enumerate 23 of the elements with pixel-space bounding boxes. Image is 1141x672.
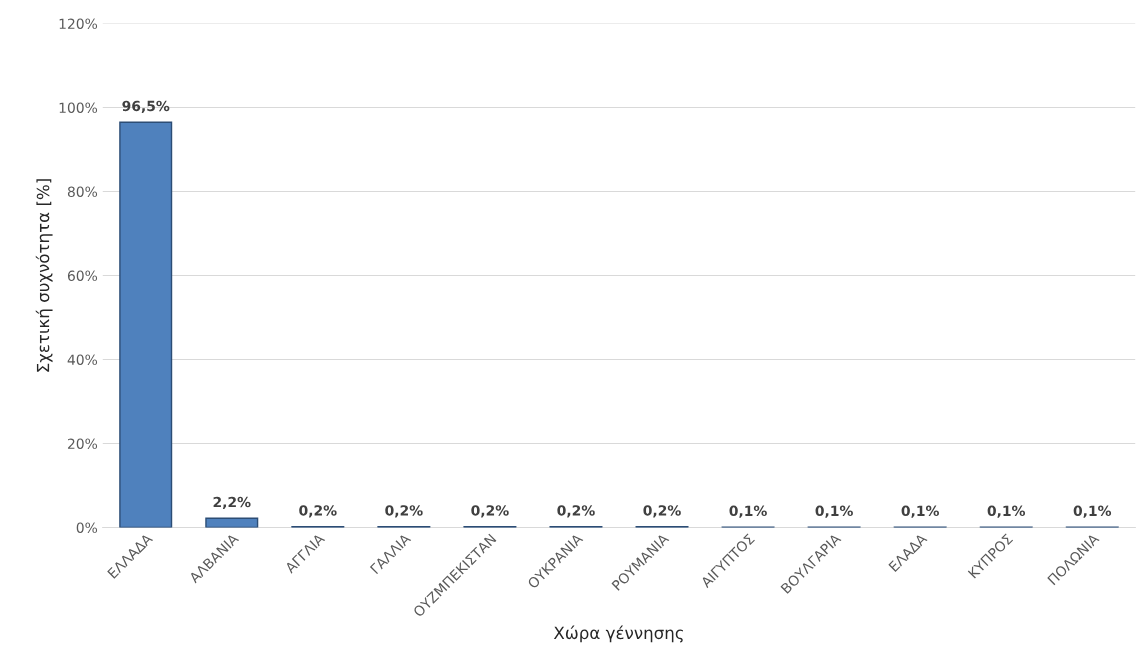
x-axis-title: Χώρα γέννησης — [553, 625, 683, 643]
bar — [119, 121, 173, 528]
data-label: 2,2% — [213, 496, 251, 510]
y-tick-label: 60% — [67, 270, 98, 281]
bar — [205, 517, 259, 528]
data-label: 0,1% — [987, 505, 1026, 518]
data-label: 0,2% — [643, 505, 681, 518]
data-label: 0,1% — [815, 505, 853, 518]
data-label: 0,1% — [729, 505, 767, 518]
y-tick-label: 100% — [59, 102, 98, 113]
data-label: 0,2% — [471, 505, 509, 518]
y-tick-label: 80% — [67, 186, 98, 197]
data-label: 0,2% — [385, 505, 423, 518]
y-axis-title: Σχετική συχνότητα [%] — [35, 179, 53, 372]
data-label: 96,5% — [122, 100, 170, 113]
data-label: 0,1% — [901, 505, 939, 518]
y-tick-label: 120% — [59, 18, 98, 29]
data-label: 0,1% — [1073, 505, 1112, 518]
y-tick-label: 40% — [67, 354, 98, 365]
data-label: 0,2% — [299, 505, 337, 518]
y-tick-label: 0% — [76, 522, 98, 533]
y-tick-label: 20% — [67, 438, 98, 449]
data-label: 0,2% — [557, 505, 595, 518]
